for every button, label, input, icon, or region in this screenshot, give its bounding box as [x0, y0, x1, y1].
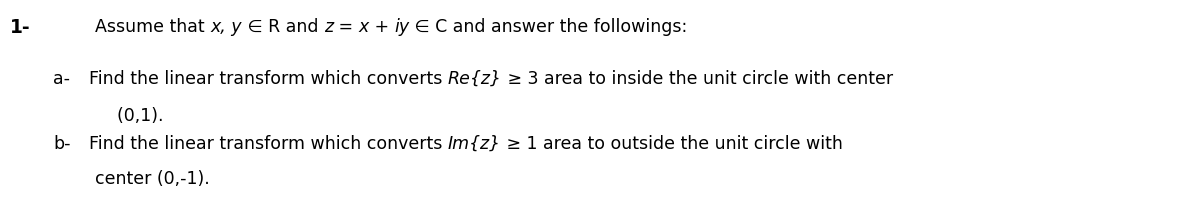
Text: x: x: [359, 18, 368, 36]
Text: +: +: [368, 18, 395, 36]
Text: (0,1).: (0,1).: [95, 107, 163, 125]
Text: Assume that: Assume that: [95, 18, 210, 36]
Text: ∈ R and: ∈ R and: [241, 18, 324, 36]
Text: ∈ C and answer the followings:: ∈ C and answer the followings:: [409, 18, 688, 36]
Text: Re{z}: Re{z}: [448, 70, 502, 88]
Text: Find the linear transform which converts: Find the linear transform which converts: [78, 135, 448, 153]
Text: Find the linear transform which converts: Find the linear transform which converts: [78, 70, 448, 88]
Text: =: =: [332, 18, 359, 36]
Text: center (0,-1).: center (0,-1).: [95, 170, 210, 188]
Text: b-: b-: [53, 135, 71, 153]
Text: 1-: 1-: [10, 18, 31, 37]
Text: Im{z}: Im{z}: [448, 135, 502, 153]
Text: z: z: [324, 18, 332, 36]
Text: a-: a-: [53, 70, 70, 88]
Text: ≥ 3 area to inside the unit circle with center: ≥ 3 area to inside the unit circle with …: [502, 70, 893, 88]
Text: ≥ 1 area to outside the unit circle with: ≥ 1 area to outside the unit circle with: [502, 135, 842, 153]
Text: x, y: x, y: [210, 18, 241, 36]
Text: iy: iy: [395, 18, 409, 36]
